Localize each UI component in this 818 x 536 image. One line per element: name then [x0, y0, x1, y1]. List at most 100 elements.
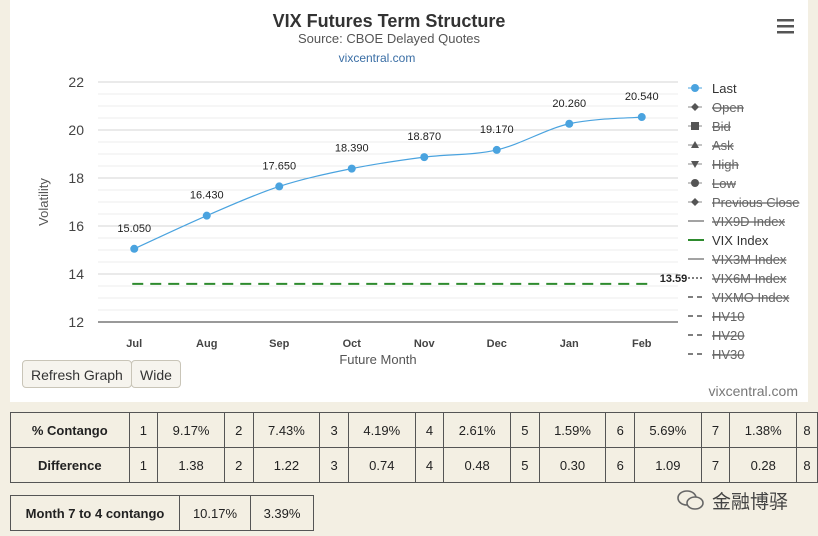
x-tick-label: Jan [560, 338, 579, 350]
last-point[interactable] [275, 182, 284, 191]
legend-item[interactable]: VIX9D Index [688, 214, 785, 229]
y-tick-label: 14 [68, 266, 84, 282]
legend-label: Low [712, 176, 736, 191]
month-contango-label: Month 7 to 4 contango [10, 495, 180, 531]
legend[interactable]: Last Open Bid Ask High Low Previous Close VIX9D… [688, 81, 799, 362]
legend-item[interactable]: Ask [688, 138, 734, 153]
last-data-label: 18.390 [335, 143, 369, 155]
legend-item[interactable]: High [688, 157, 739, 172]
legend-item[interactable]: Last [688, 81, 737, 96]
site-link[interactable]: vixcentral.com [339, 51, 416, 65]
legend-item[interactable]: VIX3M Index [688, 252, 787, 267]
legend-item[interactable]: Low [688, 176, 736, 191]
legend-item[interactable]: HV30 [688, 347, 745, 362]
value-cell: 7.43% [252, 412, 321, 448]
value-cell: 0.28 [729, 447, 798, 483]
last-data-label: 16.430 [190, 190, 224, 202]
legend-label: Last [712, 81, 737, 96]
legend-item[interactable]: VIX6M Index [688, 271, 787, 286]
refresh-graph-button[interactable]: Refresh Graph [22, 360, 132, 388]
x-tick-label: Sep [269, 338, 289, 350]
legend-label: Ask [712, 138, 734, 153]
last-point[interactable] [130, 244, 139, 253]
legend-label: HV30 [712, 347, 745, 362]
row-label: % Contango [10, 412, 130, 448]
x-tick-label: Dec [487, 338, 507, 350]
last-data-label: 18.870 [407, 131, 441, 143]
value-cell: 4.19% [347, 412, 416, 448]
table-row: Difference 1 1.38 2 1.22 3 0.74 4 0.48 5 0.30 6 1.09… [10, 447, 818, 483]
month-index-cell: 3 [319, 447, 349, 483]
month-index-cell: 6 [605, 447, 636, 483]
last-data-label: 20.540 [625, 91, 659, 103]
value-cell: 0.48 [443, 447, 511, 483]
x-tick-label: Jul [126, 338, 142, 350]
legend-label: VIX3M Index [712, 252, 787, 267]
legend-label: Previous Close [712, 195, 799, 210]
legend-item[interactable]: VIX Index [688, 233, 769, 248]
legend-marker [691, 141, 699, 148]
legend-item[interactable]: Bid [688, 119, 731, 134]
legend-item[interactable]: HV10 [688, 309, 745, 324]
legend-label: VIX6M Index [712, 271, 787, 286]
legend-marker [691, 179, 699, 187]
value-cell: 2.61% [443, 412, 511, 448]
brand-watermark: 金融博驿 [712, 491, 789, 513]
last-point[interactable] [637, 113, 646, 122]
value-cell: 1.09 [634, 447, 702, 483]
chart-svg: 12 14 16 18 20 22 Jul Aug Sep Oct Nov Dec Jan Feb 13.… [36, 11, 799, 367]
legend-marker [691, 198, 699, 206]
value-cell: 1.22 [252, 447, 321, 483]
value-cell: 0.74 [347, 447, 416, 483]
legend-label: VIX Index [712, 233, 769, 248]
value-cell: 1.38% [729, 412, 798, 448]
y-tick-label: 16 [68, 218, 84, 234]
y-tick-label: 12 [68, 314, 84, 330]
legend-label: High [712, 157, 739, 172]
value-cell: 9.17% [157, 412, 225, 448]
legend-label: VIX9D Index [712, 214, 785, 229]
hamburger-icon[interactable] [777, 19, 794, 34]
x-tick-label: Nov [414, 338, 436, 350]
legend-label: VIXMO Index [712, 290, 790, 305]
month-index-cell: 1 [128, 412, 159, 448]
legend-marker [691, 103, 699, 111]
value-cell: 0.30 [538, 447, 607, 483]
y-axis-label: Volatility [36, 178, 51, 226]
x-tick-label: Oct [343, 338, 362, 350]
legend-label: HV10 [712, 309, 745, 324]
month-contango-table: Month 7 to 4 contango 10.17% 3.39% [10, 495, 314, 531]
y-tick-label: 20 [68, 122, 84, 138]
legend-label: Bid [712, 119, 731, 134]
month-index-cell: 8 [796, 412, 818, 448]
y-tick-label: 18 [68, 170, 84, 186]
last-data-label: 19.170 [480, 124, 514, 136]
last-data-label: 20.260 [552, 98, 586, 110]
month-index-cell: 2 [223, 447, 254, 483]
last-point[interactable] [347, 164, 356, 173]
legend-item[interactable]: VIXMO Index [688, 290, 790, 305]
value-cell: 1.38 [157, 447, 225, 483]
legend-marker [691, 122, 699, 130]
last-data-label: 15.050 [117, 223, 151, 235]
legend-item[interactable]: HV20 [688, 328, 745, 343]
month-index-cell: 7 [700, 447, 731, 483]
last-point[interactable] [202, 211, 211, 220]
contango-table: % Contango 1 9.17% 2 7.43% 3 4.19% 4 2.61% 5 1.59%… [10, 412, 818, 483]
legend-marker [691, 84, 699, 92]
last-point[interactable] [492, 145, 501, 154]
legend-item[interactable]: Open [688, 100, 744, 115]
vix-index-label: 13.59 [660, 273, 688, 285]
legend-marker [691, 161, 699, 168]
last-point[interactable] [420, 153, 429, 162]
legend-label: Open [712, 100, 744, 115]
legend-item[interactable]: Previous Close [688, 195, 799, 210]
row-label: Difference [10, 447, 130, 483]
month-index-cell: 2 [223, 412, 254, 448]
chart-subtitle: Source: CBOE Delayed Quotes [298, 31, 481, 46]
last-data-label: 17.650 [262, 160, 296, 172]
last-point[interactable] [565, 119, 574, 128]
month-index-cell: 8 [796, 447, 818, 483]
chart-panel: 12 14 16 18 20 22 Jul Aug Sep Oct Nov Dec Jan Feb 13.… [10, 0, 808, 402]
wide-button[interactable]: Wide [131, 360, 181, 388]
